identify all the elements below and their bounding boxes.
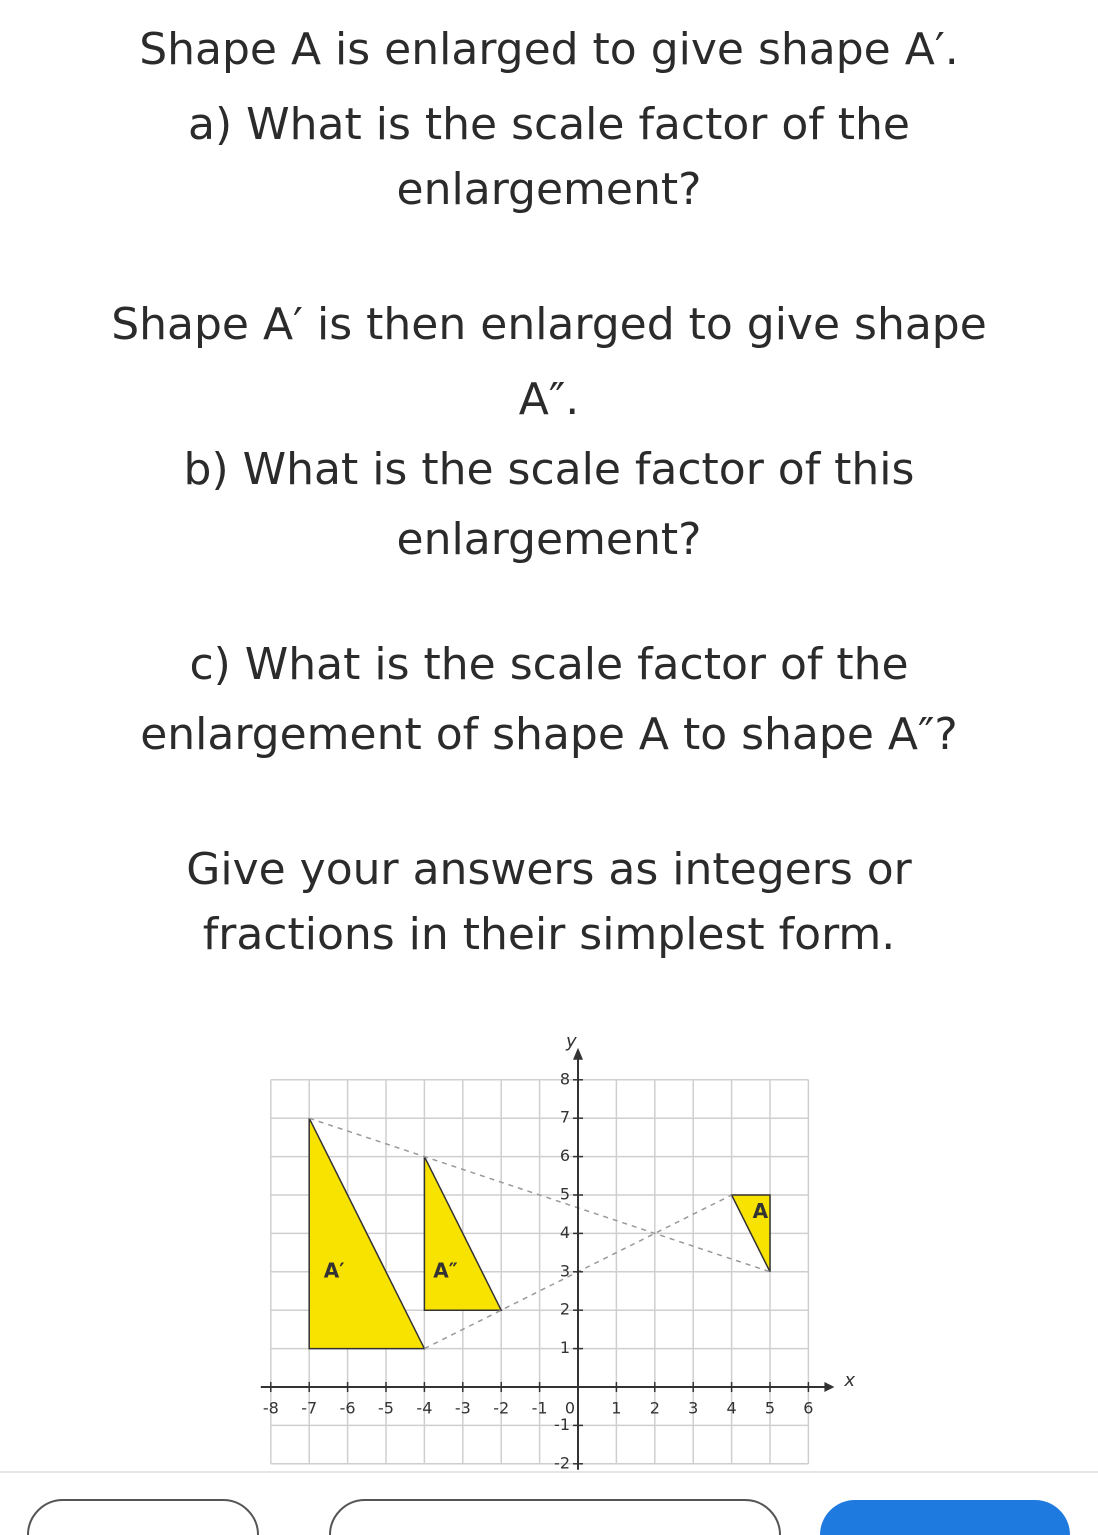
y-tick-label: -1 — [554, 1415, 570, 1434]
button[interactable] — [820, 1500, 1070, 1535]
x-arrow — [824, 1382, 835, 1392]
x-tick-label: -8 — [263, 1399, 279, 1418]
question-line: c) What is the scale factor of the — [189, 639, 909, 690]
shape-a-prime — [308, 1117, 426, 1350]
x-tick-label: -7 — [301, 1399, 317, 1418]
x-tick-label: -3 — [455, 1399, 471, 1418]
shape-a-double-prime — [423, 1156, 503, 1311]
y-tick-label: 6 — [560, 1146, 570, 1165]
button[interactable] — [27, 1499, 259, 1535]
x-tick-label: 6 — [803, 1399, 813, 1418]
x-tick-label: 0 — [565, 1399, 575, 1418]
x-tick-label: -6 — [340, 1399, 356, 1418]
question-line: Shape A′ is then enlarged to give shape — [111, 299, 987, 350]
y-tick-label: 7 — [560, 1108, 570, 1127]
question-line: a) What is the scale factor of the — [188, 99, 910, 150]
question-line: enlargement? — [396, 164, 702, 215]
x-tick-label: -1 — [532, 1399, 548, 1418]
y-tick-label: 8 — [560, 1069, 570, 1088]
y-tick-label: 5 — [560, 1185, 570, 1204]
question-line: A″. — [518, 374, 580, 425]
y-tick-label: 1 — [560, 1338, 570, 1357]
x-tick-label: -2 — [493, 1399, 509, 1418]
x-tick-label: 4 — [727, 1399, 737, 1418]
button[interactable] — [329, 1499, 781, 1535]
question-line: fractions in their simplest form. — [202, 909, 896, 960]
shape-label: A′ — [324, 1258, 345, 1282]
ray — [308, 1117, 771, 1273]
question-line: Shape A is enlarged to give shape A′. — [139, 24, 959, 75]
shape-a — [730, 1194, 771, 1273]
y-arrow — [573, 1047, 583, 1060]
y-axis-label: y — [565, 1031, 577, 1052]
x-tick-label: 1 — [611, 1399, 621, 1418]
question-line: enlargement? — [396, 514, 702, 565]
question-line: b) What is the scale factor of this — [183, 444, 915, 495]
y-tick-label: -2 — [554, 1453, 570, 1472]
question-line: Give your answers as integers or — [186, 844, 912, 895]
x-axis-label: x — [843, 1370, 855, 1391]
x-tick-label: 3 — [688, 1399, 698, 1418]
x-tick-label: -4 — [416, 1399, 432, 1418]
x-tick-label: 2 — [650, 1399, 660, 1418]
shape-label: A″ — [433, 1258, 457, 1282]
x-tick-label: 5 — [765, 1399, 775, 1418]
y-tick-label: 3 — [560, 1261, 570, 1280]
question-line: enlargement of shape A to shape A″? — [140, 709, 958, 760]
y-tick-label: 2 — [560, 1300, 570, 1319]
y-tick-label: 4 — [560, 1223, 570, 1242]
shape-label: A — [753, 1199, 769, 1223]
x-tick-label: -5 — [378, 1399, 394, 1418]
